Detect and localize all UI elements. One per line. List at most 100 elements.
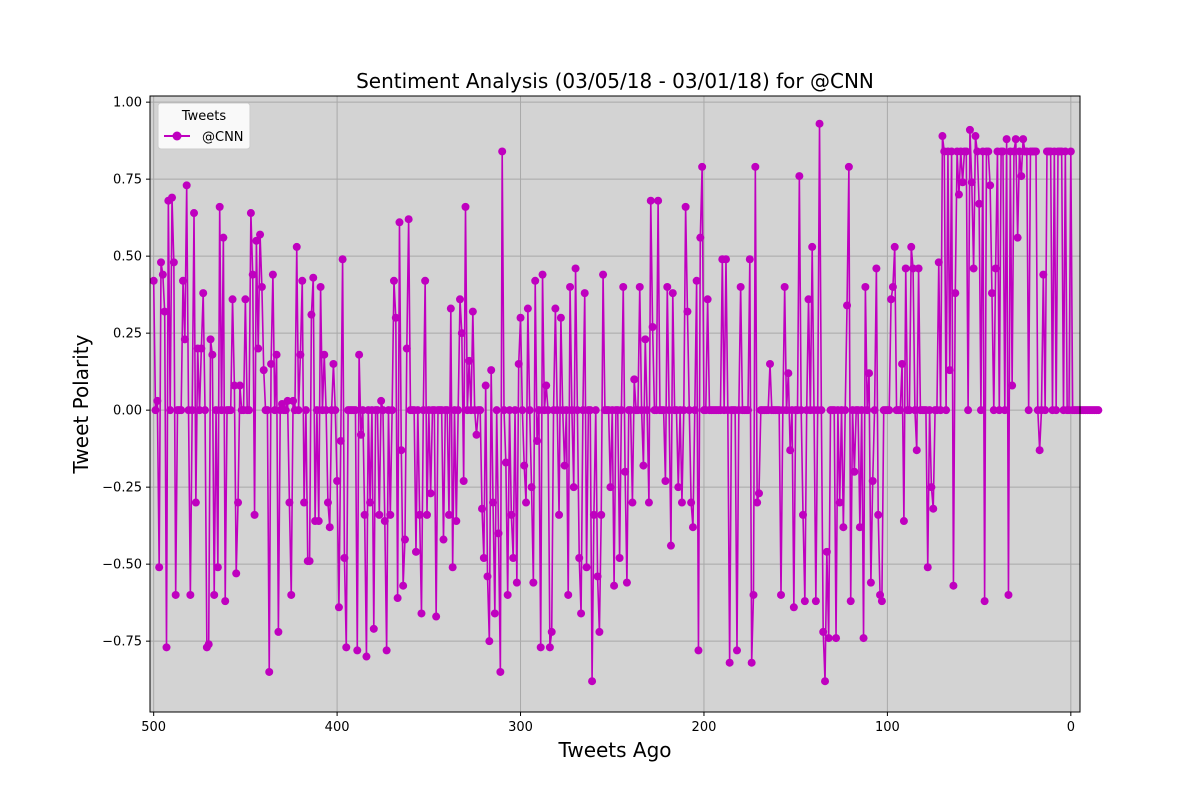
data-point bbox=[721, 255, 730, 264]
data-point bbox=[821, 677, 830, 686]
data-point bbox=[476, 406, 485, 415]
data-point bbox=[446, 304, 455, 313]
data-point bbox=[208, 350, 217, 359]
data-point bbox=[863, 406, 872, 415]
data-point bbox=[973, 147, 982, 156]
data-point bbox=[1035, 446, 1044, 455]
x-tick-label: 500 bbox=[141, 720, 166, 735]
data-point bbox=[492, 406, 501, 415]
data-point bbox=[661, 477, 670, 485]
data-point bbox=[1015, 147, 1024, 156]
data-point bbox=[951, 289, 960, 298]
data-point bbox=[736, 282, 745, 291]
data-point bbox=[976, 406, 985, 415]
data-point bbox=[305, 557, 314, 566]
y-tick-label: 0.00 bbox=[113, 404, 142, 419]
data-point bbox=[235, 381, 244, 390]
data-point bbox=[417, 609, 426, 618]
data-point bbox=[1009, 147, 1018, 156]
data-point bbox=[522, 498, 531, 507]
data-point bbox=[505, 406, 514, 415]
data-point bbox=[340, 554, 349, 562]
data-point bbox=[945, 366, 954, 375]
data-point bbox=[698, 162, 707, 171]
data-point bbox=[991, 264, 1000, 273]
data-point bbox=[887, 295, 896, 304]
data-point bbox=[934, 258, 943, 267]
data-point bbox=[404, 215, 413, 224]
data-point bbox=[204, 640, 213, 649]
data-point bbox=[443, 406, 452, 415]
data-point bbox=[637, 406, 646, 415]
data-point bbox=[292, 242, 301, 251]
data-point bbox=[914, 264, 923, 273]
data-point bbox=[685, 406, 694, 415]
data-point bbox=[580, 289, 589, 298]
data-point bbox=[422, 510, 431, 519]
data-point bbox=[166, 406, 175, 415]
data-point bbox=[487, 366, 496, 375]
data-point bbox=[804, 295, 813, 304]
data-point bbox=[309, 273, 318, 282]
data-point bbox=[509, 554, 518, 562]
data-point bbox=[677, 498, 686, 507]
data-point bbox=[1039, 270, 1048, 279]
data-point bbox=[646, 196, 655, 205]
data-point bbox=[507, 510, 516, 519]
data-point bbox=[456, 295, 464, 304]
data-point bbox=[865, 369, 874, 378]
data-point bbox=[527, 483, 536, 492]
data-point bbox=[358, 406, 367, 415]
data-point bbox=[1094, 406, 1103, 415]
data-point bbox=[538, 270, 547, 279]
data-point bbox=[610, 581, 619, 590]
data-point bbox=[898, 359, 907, 368]
data-point bbox=[219, 233, 228, 242]
data-point bbox=[696, 233, 705, 242]
data-point bbox=[283, 396, 292, 405]
data-point bbox=[500, 406, 509, 415]
x-tick-label: 400 bbox=[325, 720, 350, 735]
data-point bbox=[562, 406, 571, 415]
data-point bbox=[281, 406, 290, 415]
data-point bbox=[725, 658, 734, 667]
data-point bbox=[245, 406, 254, 415]
data-point bbox=[909, 264, 918, 273]
data-point bbox=[149, 276, 158, 285]
data-point bbox=[210, 590, 219, 599]
data-point bbox=[386, 510, 395, 519]
data-point bbox=[461, 202, 470, 211]
data-point bbox=[411, 547, 420, 556]
data-point bbox=[989, 406, 998, 415]
data-point bbox=[694, 646, 703, 655]
plot-frame bbox=[149, 95, 1081, 713]
data-point bbox=[472, 430, 481, 439]
data-point bbox=[496, 667, 505, 676]
data-point bbox=[375, 510, 384, 519]
data-point bbox=[663, 282, 672, 291]
data-point bbox=[643, 406, 652, 415]
data-point bbox=[241, 295, 250, 304]
data-point bbox=[964, 406, 973, 415]
data-point bbox=[912, 446, 921, 455]
data-point bbox=[215, 202, 224, 211]
data-point bbox=[668, 289, 677, 298]
data-point bbox=[808, 242, 817, 251]
data-point bbox=[782, 406, 791, 415]
data-point bbox=[751, 162, 760, 171]
data-point bbox=[529, 578, 538, 587]
data-point bbox=[877, 597, 886, 606]
data-point bbox=[333, 477, 342, 485]
x-tick-label: 100 bbox=[875, 720, 900, 735]
data-point bbox=[221, 597, 230, 606]
data-point bbox=[212, 406, 221, 415]
data-point bbox=[444, 510, 453, 519]
data-point bbox=[419, 406, 428, 415]
data-point bbox=[300, 498, 309, 507]
data-point bbox=[1019, 135, 1028, 144]
data-point bbox=[270, 406, 279, 415]
data-point bbox=[217, 406, 226, 415]
data-point bbox=[177, 406, 186, 415]
data-point bbox=[582, 563, 591, 572]
data-point bbox=[168, 193, 177, 202]
